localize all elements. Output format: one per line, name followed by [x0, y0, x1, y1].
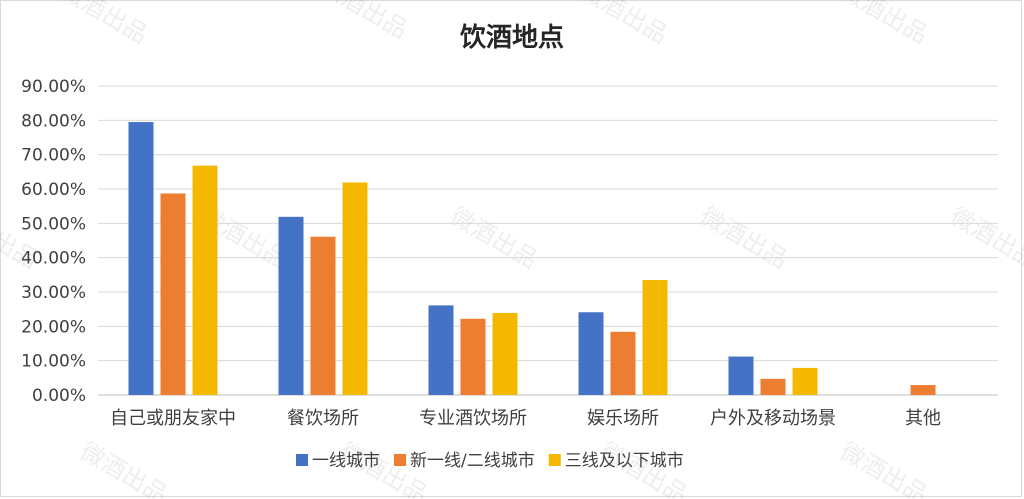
bar: [160, 193, 186, 395]
bar: [610, 331, 636, 395]
legend-swatch: [548, 454, 561, 466]
legend-swatch: [394, 454, 406, 466]
gridlines: [98, 85, 998, 396]
x-axis-ticks: 自己或朋友家中 餐饮场所 专业酒饮场所 娱乐场所 户外及移动场景 其他: [110, 408, 941, 429]
y-tick-label: 40.00%: [21, 249, 86, 269]
watermark-text: 微酒出品: [315, 0, 412, 44]
watermark-text: 微酒出品: [55, 0, 152, 49]
y-tick-label: 60.00%: [21, 180, 86, 200]
legend-swatch: [296, 454, 308, 466]
y-tick-label: 90.00%: [21, 77, 86, 97]
bar: [310, 236, 336, 395]
bars: [128, 122, 936, 396]
watermark-text: 微酒出品: [945, 202, 1024, 274]
y-tick-label: 80.00%: [21, 111, 86, 131]
watermark-text: 微酒出品: [835, 0, 932, 49]
watermark-text: 微酒出品: [695, 202, 792, 274]
legend: 一线城市 新一线/二线城市 三线及以下城市: [296, 451, 684, 471]
y-tick-label: 30.00%: [21, 283, 86, 303]
bar: [642, 279, 668, 395]
bar: [760, 378, 786, 395]
bar: [910, 385, 936, 395]
bar: [128, 122, 154, 396]
bar: [578, 312, 604, 395]
y-tick-label: 10.00%: [21, 352, 86, 372]
bar: [492, 312, 518, 395]
y-tick-label: 0.00%: [32, 386, 86, 406]
bar: [342, 182, 368, 395]
bar: [192, 165, 218, 395]
x-tick-label: 自己或朋友家中: [110, 408, 236, 429]
bar: [460, 318, 486, 395]
bar: [728, 356, 754, 395]
bar: [428, 305, 454, 395]
chart-title: 饮酒地点: [459, 22, 564, 53]
legend-label: 新一线/二线城市: [410, 451, 535, 471]
y-tick-label: 70.00%: [21, 146, 86, 166]
x-tick-label: 娱乐场所: [587, 408, 659, 429]
legend-label: 三线及以下城市: [565, 451, 684, 471]
watermark-text: 微酒出品: [575, 0, 672, 49]
y-axis-ticks: 0.00% 10.00% 20.00% 30.00% 40.00% 50.00% 60.00…: [21, 77, 86, 406]
x-tick-label: 户外及移动场景: [710, 408, 836, 429]
x-tick-label: 其他: [905, 408, 941, 429]
bar: [278, 216, 304, 395]
watermark-text: 微酒出品: [75, 437, 172, 499]
x-tick-label: 餐饮场所: [287, 408, 359, 429]
watermark-text: 微酒出品: [445, 202, 542, 274]
legend-label: 一线城市: [312, 451, 380, 471]
x-tick-label: 专业酒饮场所: [419, 408, 527, 429]
watermark-text: 微酒出品: [835, 437, 932, 499]
bar: [792, 367, 818, 395]
y-tick-label: 20.00%: [21, 317, 86, 337]
y-tick-label: 50.00%: [21, 214, 86, 234]
